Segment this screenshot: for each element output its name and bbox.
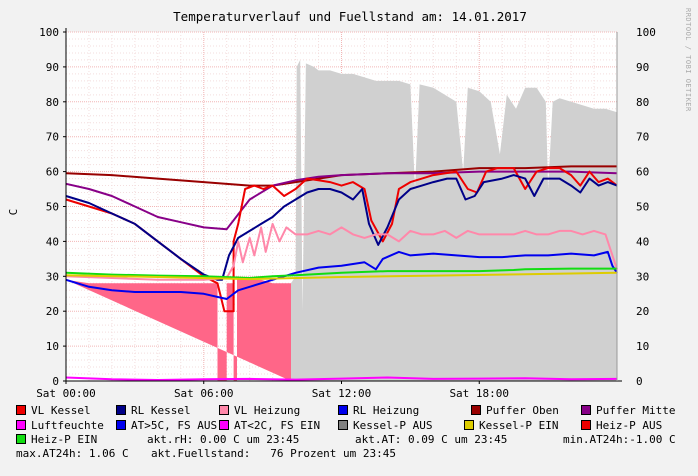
- stat-akt-at: akt.AT: 0.09 C um 23:45: [355, 433, 507, 446]
- stat-min-at: min.AT24h:-1.00 C: [563, 433, 676, 446]
- legend-swatch: [338, 405, 348, 415]
- legend-label: AT>5C, FS AUS: [131, 419, 217, 432]
- y-tick-label-left: 100: [39, 26, 59, 39]
- legend-swatch: [464, 420, 474, 430]
- legend-label: Heiz-P EIN: [31, 433, 97, 446]
- y-tick-label-left: 70: [46, 131, 59, 144]
- legend-swatch: [16, 405, 26, 415]
- stat-max-at: max.AT24h: 1.06 C: [16, 447, 129, 460]
- y-tick-label-right: 60: [636, 166, 649, 179]
- y-tick-label-left: 60: [46, 166, 59, 179]
- legend-label: RL Heizung: [353, 404, 419, 417]
- y-tick-label-right: 40: [636, 235, 649, 248]
- legend-swatch: [471, 405, 481, 415]
- x-tick-label: Sat 06:00: [174, 387, 234, 400]
- legend-item: Luftfeuchte: [16, 419, 104, 432]
- legend-item: Puffer Mitte: [581, 404, 675, 417]
- y-tick-label-right: 100: [636, 26, 656, 39]
- legend-label: Puffer Oben: [486, 404, 559, 417]
- legend-label: AT<2C, FS EIN: [234, 419, 320, 432]
- x-tick-label: Sat 18:00: [449, 387, 509, 400]
- stat-akt-rh: akt.rH: 0.00 C um 23:45: [147, 433, 299, 446]
- legend-swatch: [338, 420, 348, 430]
- legend-item: Puffer Oben: [471, 404, 559, 417]
- area-fuellstand: [291, 60, 617, 381]
- y-tick-label-right: 30: [636, 270, 649, 283]
- legend-item: VL Kessel: [16, 404, 91, 417]
- y-tick-label-right: 70: [636, 131, 649, 144]
- y-tick-label-right: 20: [636, 305, 649, 318]
- legend-swatch: [16, 420, 26, 430]
- legend-swatch: [116, 420, 126, 430]
- legend-label: Puffer Mitte: [596, 404, 675, 417]
- legend-item: AT<2C, FS EIN: [219, 419, 320, 432]
- legend-item: Heiz-P AUS: [581, 419, 662, 432]
- y-tick-label-left: 50: [46, 201, 59, 214]
- legend-item: Heiz-P EIN: [16, 433, 97, 446]
- legend-swatch: [116, 405, 126, 415]
- y-tick-label-right: 50: [636, 201, 649, 214]
- y-tick-label-left: 10: [46, 340, 59, 353]
- y-tick-label-left: 90: [46, 61, 59, 74]
- y-tick-label-left: 80: [46, 96, 59, 109]
- legend-label: VL Kessel: [31, 404, 91, 417]
- y-tick-label-right: 90: [636, 61, 649, 74]
- legend-swatch: [219, 405, 229, 415]
- watermark-text: RRDTOOL / TOBI OETIKER: [684, 8, 692, 112]
- legend-item: RL Heizung: [338, 404, 419, 417]
- legend-swatch: [219, 420, 229, 430]
- legend-label: VL Heizung: [234, 404, 300, 417]
- x-tick-label: Sat 12:00: [312, 387, 372, 400]
- legend-label: Kessel-P EIN: [479, 419, 558, 432]
- x-tick-label: Sat 00:00: [36, 387, 96, 400]
- legend-item: RL Kessel: [116, 404, 191, 417]
- y-axis-label: C: [7, 209, 20, 216]
- legend-item: AT>5C, FS AUS: [116, 419, 217, 432]
- legend-label: RL Kessel: [131, 404, 191, 417]
- legend-item: Kessel-P AUS: [338, 419, 432, 432]
- y-tick-label-right: 80: [636, 96, 649, 109]
- legend-swatch: [581, 420, 591, 430]
- stat-fuellstand: akt.Fuellstand: 76 Prozent um 23:45: [151, 447, 396, 460]
- y-tick-label-left: 20: [46, 305, 59, 318]
- y-tick-label-left: 30: [46, 270, 59, 283]
- y-tick-label-right: 10: [636, 340, 649, 353]
- legend-label: Kessel-P AUS: [353, 419, 432, 432]
- legend-item: VL Heizung: [219, 404, 300, 417]
- legend-label: Heiz-P AUS: [596, 419, 662, 432]
- legend-swatch: [16, 434, 26, 444]
- legend-item: Kessel-P EIN: [464, 419, 558, 432]
- chart-title: Temperaturverlauf und Fuellstand am: 14.…: [173, 9, 527, 24]
- legend-label: Luftfeuchte: [31, 419, 104, 432]
- legend-swatch: [581, 405, 591, 415]
- y-tick-label-left: 40: [46, 235, 59, 248]
- y-tick-label-right: 0: [636, 375, 643, 388]
